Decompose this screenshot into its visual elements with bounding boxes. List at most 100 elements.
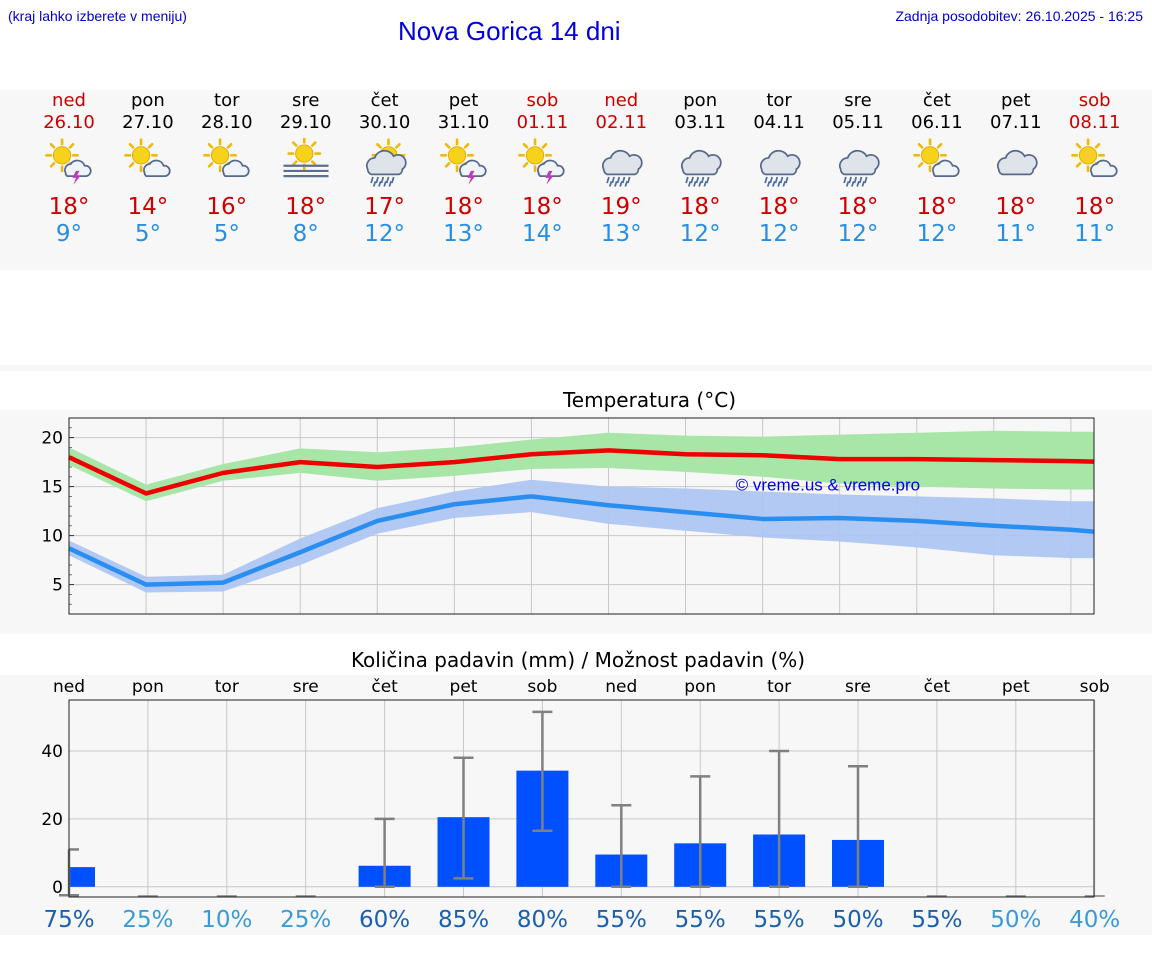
day-name: tor bbox=[214, 90, 240, 111]
sun-cloud-icon bbox=[1070, 138, 1118, 177]
precipitation-chance-label: 25% bbox=[280, 907, 331, 933]
day-date: 28.10 bbox=[201, 112, 253, 133]
precipitation-chance-label: 50% bbox=[990, 907, 1041, 933]
day-column: ned 26.10 18° 9° bbox=[29, 90, 109, 248]
day-column: ned 02.11 19° 13° bbox=[581, 90, 661, 248]
day-name: tor bbox=[766, 90, 792, 111]
min-temperature: 11° bbox=[995, 221, 1037, 247]
sun-cloud-rain-icon bbox=[365, 138, 407, 187]
day-label: pon bbox=[684, 677, 716, 697]
max-temperature: 18° bbox=[679, 194, 721, 220]
day-column: pet 07.11 18° 11° bbox=[976, 90, 1056, 248]
y-tick-label: 20 bbox=[41, 429, 63, 449]
day-name: sob bbox=[526, 90, 559, 111]
temperature-chart-title: Temperatura (°C) bbox=[562, 388, 736, 412]
day-date: 27.10 bbox=[122, 112, 174, 133]
precipitation-chance-label: 60% bbox=[359, 907, 410, 933]
location-menu-note[interactable]: (kraj lahko izberete v meniju) bbox=[8, 8, 187, 24]
day-label: ned bbox=[53, 677, 85, 697]
max-temperature: 18° bbox=[916, 194, 958, 220]
precipitation-plot-frame bbox=[68, 699, 1095, 898]
cloud-rain-icon bbox=[681, 149, 722, 187]
precipitation-chance-label: 50% bbox=[832, 907, 883, 933]
day-date: 26.10 bbox=[43, 112, 95, 133]
day-date: 03.11 bbox=[674, 112, 726, 133]
max-temperature: 18° bbox=[522, 194, 563, 220]
y-tick-label: 20 bbox=[41, 810, 63, 830]
day-name: ned bbox=[52, 90, 86, 111]
precipitation-chance-label: 25% bbox=[122, 907, 173, 933]
day-column: pet 31.10 18° 13° bbox=[424, 90, 504, 248]
y-tick-label: 15 bbox=[41, 478, 63, 498]
day-date: 02.11 bbox=[595, 112, 648, 133]
day-column: tor 04.11 18° 12° bbox=[739, 90, 819, 248]
y-tick-label: 5 bbox=[52, 576, 63, 596]
max-temperature: 18° bbox=[285, 194, 327, 220]
day-name: ned bbox=[604, 90, 639, 111]
precipitation-chance-label: 55% bbox=[675, 907, 726, 933]
max-temperature: 19° bbox=[600, 194, 642, 220]
day-name: čet bbox=[370, 90, 399, 111]
day-name: sob bbox=[1078, 90, 1111, 111]
cloud-icon bbox=[996, 149, 1038, 176]
day-column: sre 05.11 18° 12° bbox=[818, 90, 898, 248]
day-column: čet 06.11 18° 12° bbox=[897, 90, 977, 248]
min-temperature: 12° bbox=[837, 221, 879, 247]
max-temperature: 18° bbox=[48, 194, 90, 220]
day-label: sob bbox=[527, 677, 557, 697]
day-date: 30.10 bbox=[358, 112, 411, 133]
sun-fog-icon bbox=[283, 138, 329, 178]
day-label: sob bbox=[1080, 677, 1110, 697]
min-temperature: 8° bbox=[292, 221, 319, 247]
day-label: pet bbox=[1002, 677, 1030, 697]
precipitation-chance-label: 80% bbox=[517, 907, 568, 933]
day-name: pon bbox=[130, 90, 165, 111]
day-date: 05.11 bbox=[832, 112, 884, 133]
day-name: čet bbox=[922, 90, 951, 111]
day-label: pon bbox=[132, 677, 164, 697]
precipitation-chance-label: 75% bbox=[43, 907, 94, 933]
day-date: 29.10 bbox=[279, 112, 332, 133]
precipitation-chart-title: Količina padavin (mm) / Možnost padavin … bbox=[351, 648, 805, 672]
sun-cloud-icon bbox=[202, 138, 250, 177]
cloud-rain-icon bbox=[760, 149, 801, 187]
day-label: ned bbox=[605, 677, 637, 697]
min-temperature-range-band bbox=[69, 479, 1094, 593]
day-date: 07.11 bbox=[990, 112, 1042, 133]
max-temperature: 18° bbox=[758, 194, 800, 220]
precipitation-chance-label: 55% bbox=[596, 907, 647, 933]
y-tick-label: 0 bbox=[52, 878, 63, 898]
min-temperature: 12° bbox=[679, 221, 721, 247]
y-tick-label: 40 bbox=[41, 742, 63, 762]
day-column: pon 03.11 18° 12° bbox=[660, 90, 740, 248]
daily-forecast-panel: ned 26.10 18° 9° pon 27.10 14° 5° tor 28.10 16°… bbox=[0, 90, 1152, 270]
precipitation-chance-label: 55% bbox=[754, 907, 805, 933]
last-update-label: Zadnja posodobitev: 26.10.2025 - 16:25 bbox=[895, 8, 1143, 24]
day-label: pet bbox=[450, 677, 478, 697]
day-column: sob 01.11 18° 14° bbox=[502, 90, 582, 248]
precipitation-chance-label: 40% bbox=[1069, 907, 1120, 933]
day-column: tor 28.10 16° 5° bbox=[187, 90, 267, 248]
precipitation-chance-label: 85% bbox=[438, 907, 489, 933]
day-label: čet bbox=[371, 677, 398, 697]
day-label: čet bbox=[924, 677, 951, 697]
day-name: pet bbox=[1001, 90, 1031, 111]
min-temperature-line bbox=[68, 494, 1095, 587]
max-temperature: 18° bbox=[837, 194, 879, 220]
max-temperature: 17° bbox=[364, 194, 405, 220]
min-temperature: 13° bbox=[443, 221, 484, 247]
max-temperature-line bbox=[68, 448, 1095, 496]
cloud-rain-icon bbox=[602, 149, 643, 187]
day-name: pet bbox=[448, 90, 479, 111]
day-date: 08.11 bbox=[1068, 112, 1121, 133]
sun-cloud-thunder-icon bbox=[45, 138, 92, 185]
min-temperature: 9° bbox=[55, 221, 83, 247]
min-temperature: 12° bbox=[916, 221, 958, 247]
max-temperature: 18° bbox=[443, 194, 484, 220]
day-date: 06.11 bbox=[911, 112, 963, 133]
day-label: tor bbox=[767, 677, 791, 697]
day-date: 31.10 bbox=[437, 112, 490, 133]
precipitation-plot-area bbox=[69, 700, 1094, 897]
min-temperature: 5° bbox=[213, 221, 240, 247]
min-temperature: 5° bbox=[134, 221, 161, 247]
